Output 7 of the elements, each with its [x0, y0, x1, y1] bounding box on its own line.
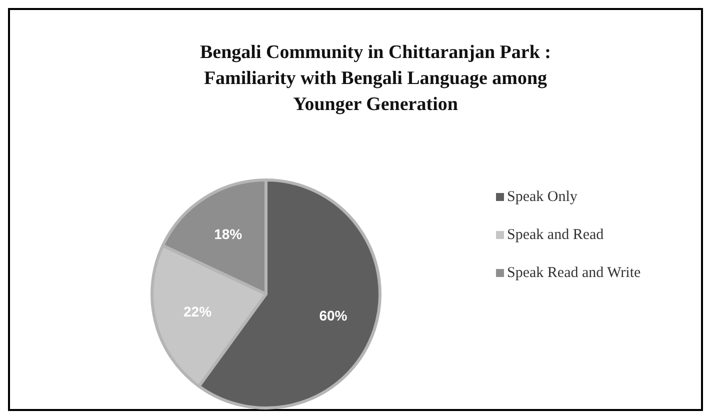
- data-label: 18%: [214, 226, 243, 242]
- chart-title: Bengali Community in Chittaranjan Park : Familiarity with Bengali Language among Younger Generation: [200, 42, 551, 115]
- data-label: 22%: [184, 303, 212, 320]
- legend-label: Speak Read and Write: [507, 265, 641, 281]
- data-label: 60%: [319, 308, 348, 324]
- legend-label: Speak and Read: [507, 227, 604, 243]
- legend-label: Speak Only: [507, 189, 578, 205]
